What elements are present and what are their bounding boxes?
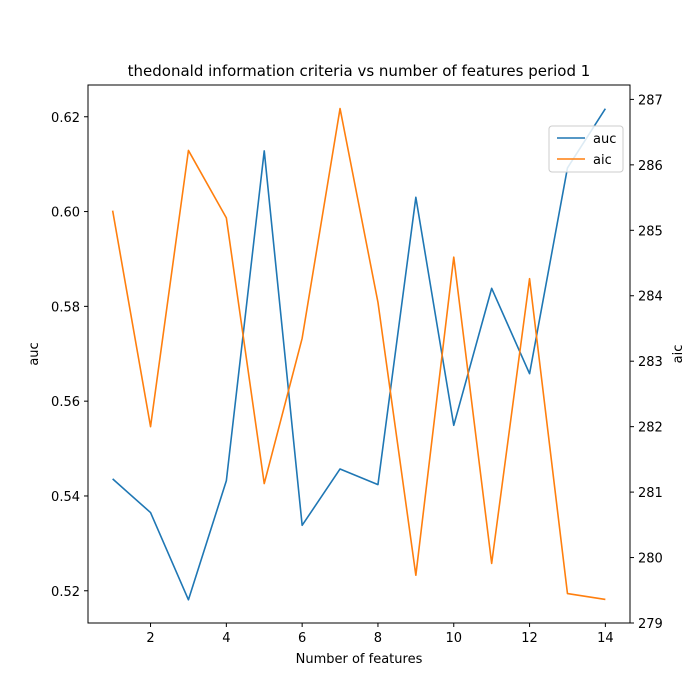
plot-frame <box>87 84 631 624</box>
x-tick-label: 8 <box>374 631 382 646</box>
x-axis: 2 4 6 8 10 12 14 <box>146 623 614 646</box>
x-tick-label: 2 <box>146 631 154 646</box>
legend-label-auc: auc <box>593 132 616 147</box>
y-right-tick-label: 280 <box>638 552 663 567</box>
y-right-tick-label: 279 <box>638 617 663 632</box>
y-axis-right: 279 280 281 282 283 284 285 286 287 <box>630 93 663 632</box>
y-right-tick-label: 283 <box>638 355 663 370</box>
series-line-aic <box>111 107 606 601</box>
y-left-tick-label: 0.62 <box>51 111 80 126</box>
y-axis-left: 0.52 0.54 0.56 0.58 0.60 0.62 <box>51 111 88 600</box>
x-tick-label: 10 <box>445 631 462 646</box>
y-right-tick-label: 284 <box>638 290 663 305</box>
y-right-tick-label: 285 <box>638 224 663 239</box>
y-right-tick-label: 282 <box>638 421 663 436</box>
y-right-tick-label: 286 <box>638 159 663 174</box>
series-line-auc <box>112 108 607 601</box>
y-left-tick-label: 0.58 <box>51 300 80 315</box>
x-tick-label: 14 <box>597 631 614 646</box>
x-tick-label: 4 <box>222 631 230 646</box>
plot-area <box>111 107 607 601</box>
chart-title: thedonald information criteria vs number… <box>128 62 591 80</box>
y-left-tick-label: 0.56 <box>51 395 80 410</box>
y-left-tick-label: 0.52 <box>51 585 80 600</box>
y-left-tick-label: 0.54 <box>51 490 80 505</box>
y-axis-right-label: aic <box>671 345 686 364</box>
legend-label-aic: aic <box>593 153 612 168</box>
y-left-tick-label: 0.60 <box>51 206 80 221</box>
y-right-tick-label: 287 <box>638 93 663 108</box>
legend: auc aic <box>548 125 624 173</box>
x-axis-label: Number of features <box>296 652 423 667</box>
x-tick-label: 12 <box>521 631 538 646</box>
y-axis-left-label: auc <box>27 342 42 365</box>
y-right-tick-label: 281 <box>638 486 663 501</box>
x-tick-label: 6 <box>298 631 306 646</box>
